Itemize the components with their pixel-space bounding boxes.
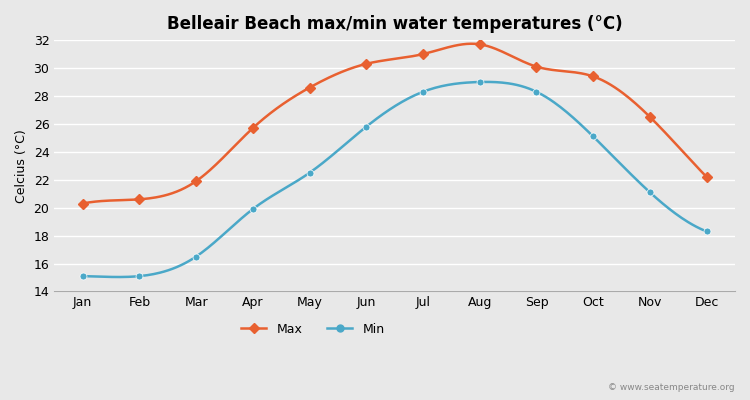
Text: © www.seatemperature.org: © www.seatemperature.org [608, 383, 735, 392]
Legend: Max, Min: Max, Min [236, 318, 389, 340]
Y-axis label: Celcius (°C): Celcius (°C) [15, 129, 28, 203]
Title: Belleair Beach max/min water temperatures (°C): Belleair Beach max/min water temperature… [166, 15, 622, 33]
